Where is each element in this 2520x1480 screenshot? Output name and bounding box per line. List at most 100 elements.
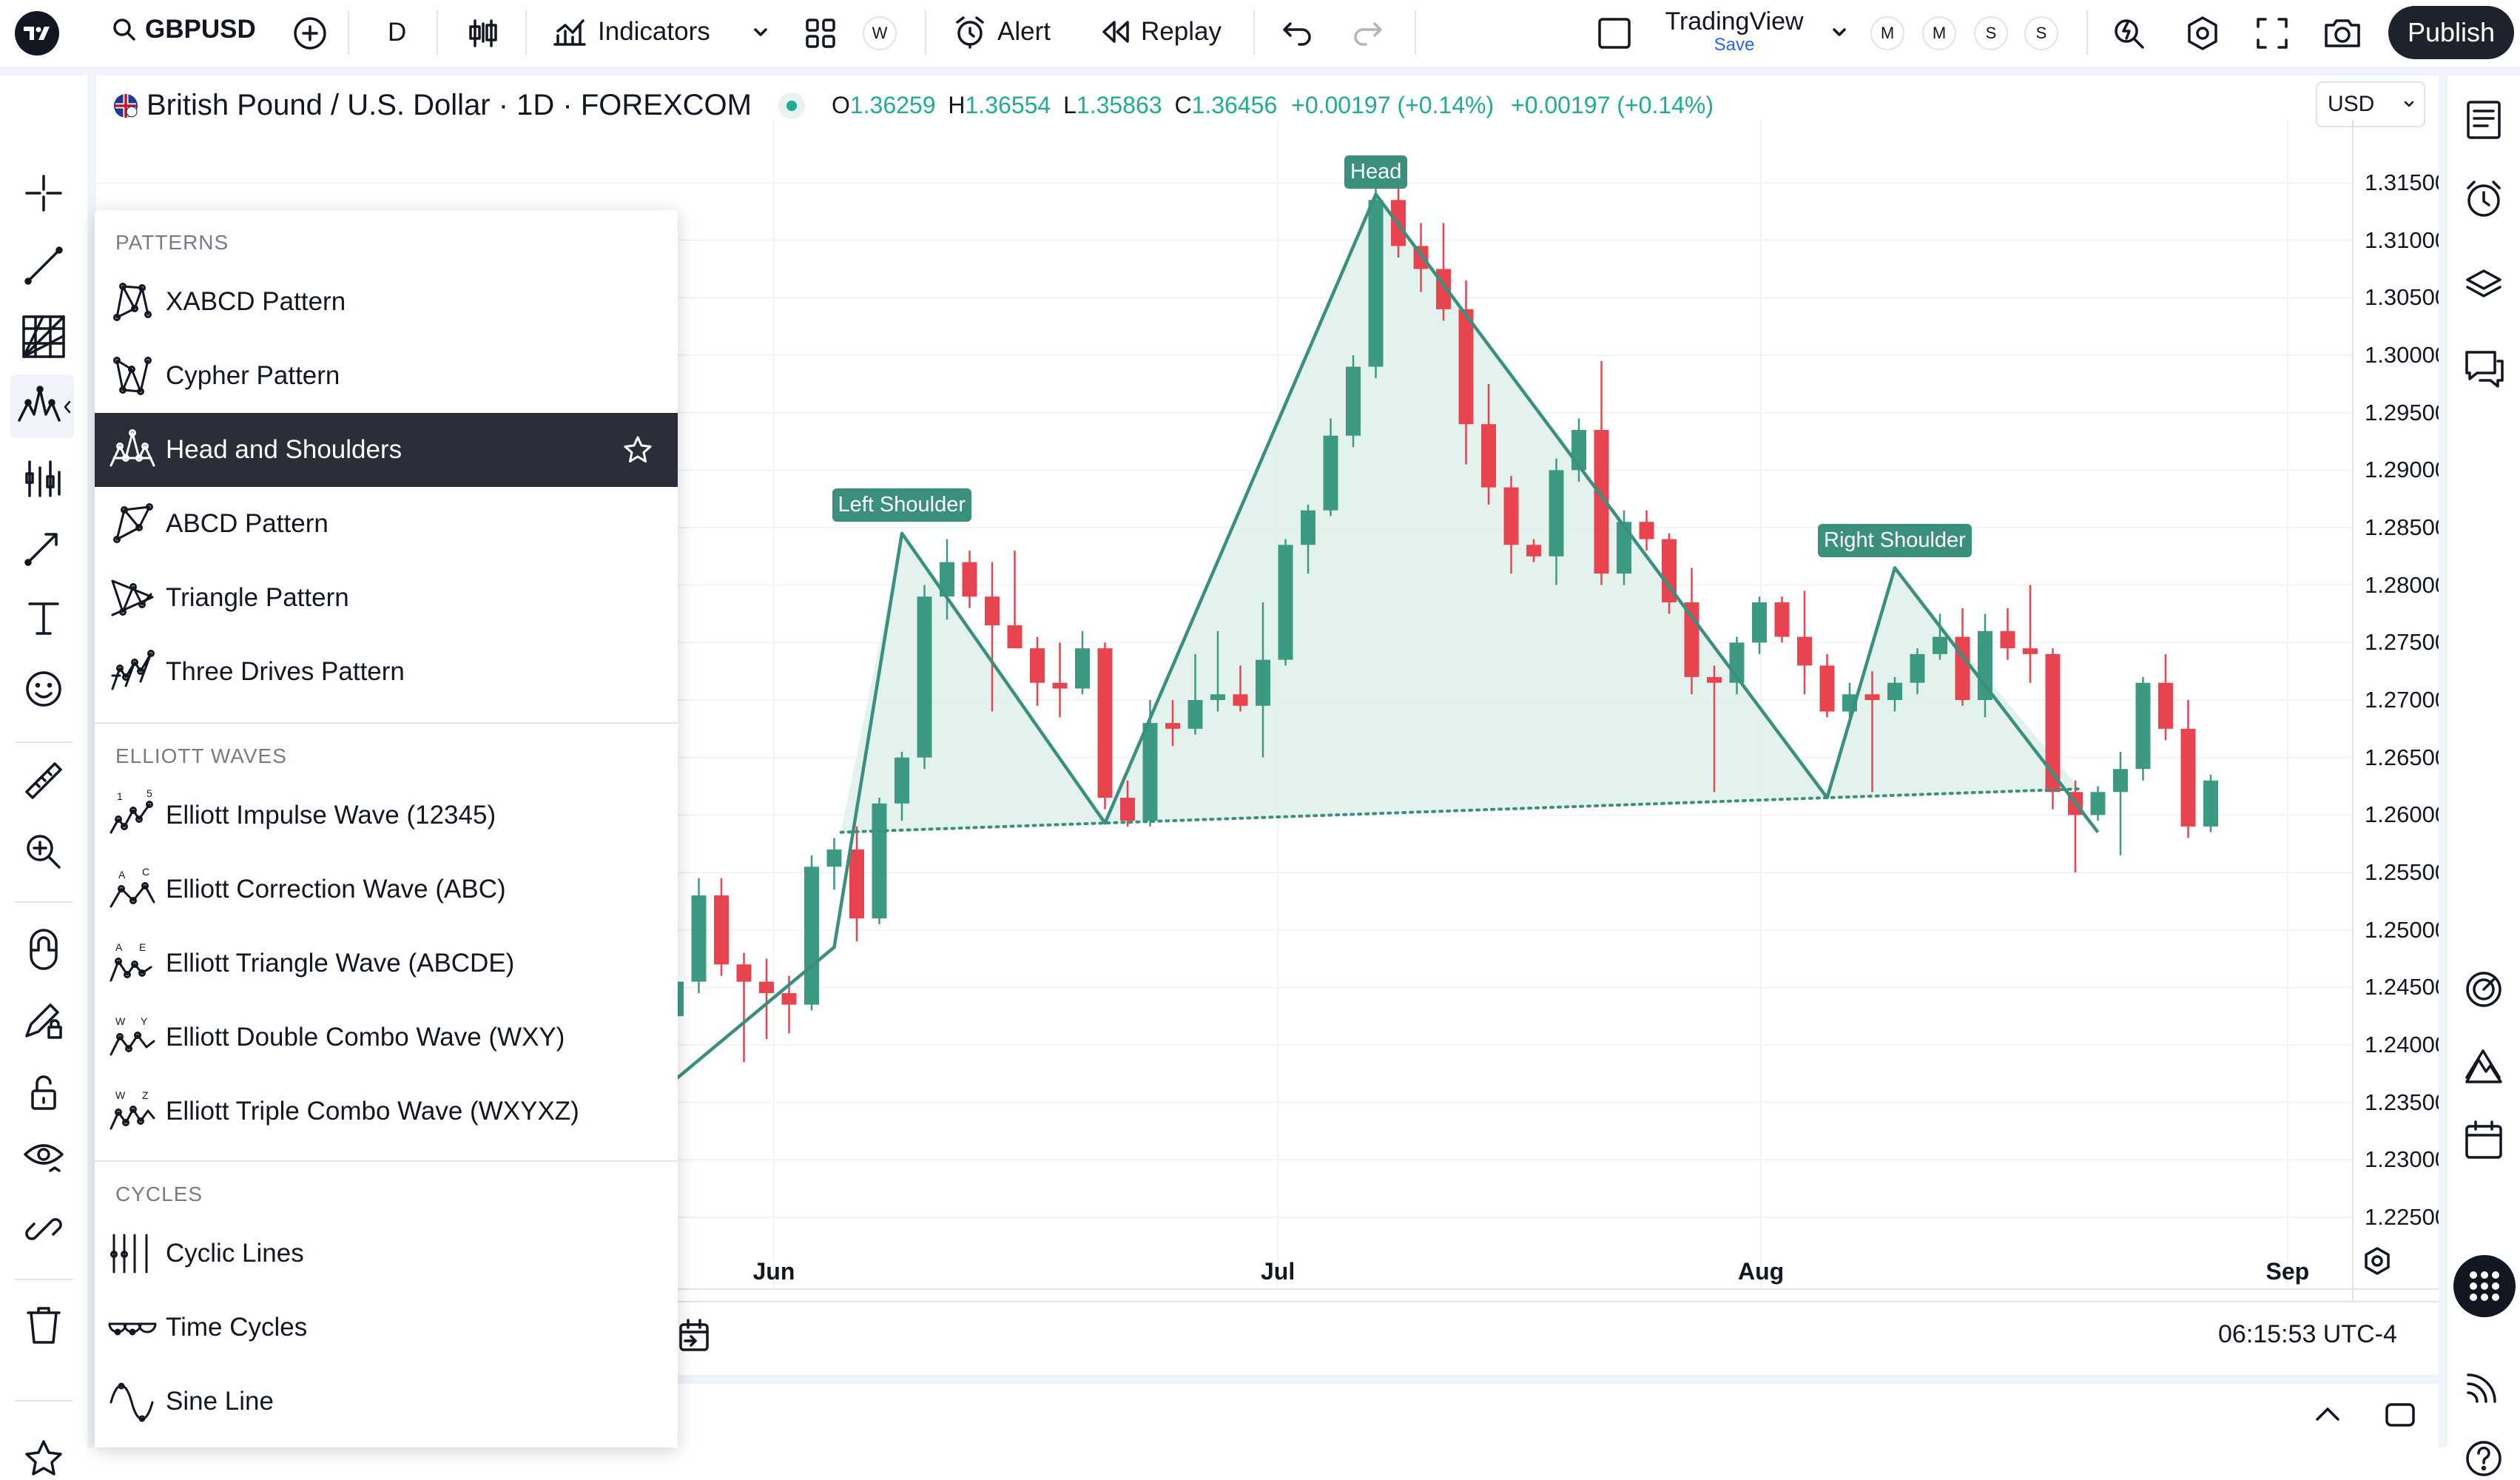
watchlist-icon[interactable] <box>2462 98 2505 141</box>
candle-body[interactable] <box>1165 723 1180 729</box>
candle-body[interactable] <box>1233 694 1248 706</box>
ideas-mountain-icon[interactable] <box>2462 1045 2505 1088</box>
clock-timezone[interactable]: 06:15:53 UTC-4 <box>2218 1320 2397 1348</box>
alert-button[interactable]: Alert <box>951 15 1051 49</box>
favorite-star-icon[interactable] <box>621 434 654 466</box>
candle-body[interactable] <box>1639 522 1654 539</box>
trend-line-icon[interactable] <box>22 244 65 287</box>
chat-icon[interactable] <box>2462 346 2505 389</box>
brush-arrow-icon[interactable] <box>22 525 65 568</box>
candle-body[interactable] <box>1503 487 1519 545</box>
candle-body[interactable] <box>895 757 909 804</box>
products-grid-icon[interactable] <box>2453 1255 2516 1317</box>
candle-body[interactable] <box>917 596 932 758</box>
candle-body[interactable] <box>1910 653 1925 683</box>
chevron-down-icon[interactable] <box>1830 25 1848 40</box>
goto-date-icon[interactable] <box>675 1317 712 1354</box>
candle-body[interactable] <box>1933 636 1947 654</box>
layout-grid-icon[interactable] <box>805 18 836 49</box>
text-tool-icon[interactable] <box>22 596 65 639</box>
layout-square-icon[interactable] <box>1597 16 1632 50</box>
signal-icon[interactable] <box>2462 1363 2505 1406</box>
interval-button[interactable]: D <box>388 18 407 47</box>
pencil-lock-icon[interactable] <box>22 999 65 1042</box>
badge-s[interactable]: S <box>1974 16 2008 50</box>
menu-item-triangle-pattern[interactable]: Triangle Pattern <box>95 561 678 635</box>
candle-body[interactable] <box>1752 602 1767 643</box>
camera-icon[interactable] <box>2323 16 2362 50</box>
candle-body[interactable] <box>1819 665 1835 712</box>
target-icon[interactable] <box>2462 968 2505 1011</box>
patterns-tool-active[interactable] <box>10 374 74 438</box>
axis-settings-icon[interactable] <box>2362 1246 2392 1276</box>
head-and-shoulders-outline[interactable] <box>584 192 2100 1156</box>
replay-button[interactable]: Replay <box>1098 15 1222 49</box>
layers-icon[interactable] <box>2462 265 2505 308</box>
unlock-icon[interactable] <box>22 1070 65 1113</box>
alerts-clock-icon[interactable] <box>2462 178 2505 221</box>
candle-body[interactable] <box>736 964 752 982</box>
badge-m[interactable]: M <box>1922 16 1956 50</box>
candle-body[interactable] <box>691 895 707 982</box>
candle-body[interactable] <box>1662 539 1677 602</box>
undo-icon[interactable] <box>1281 18 1314 47</box>
menu-item-cyclic-lines[interactable]: Cyclic Lines <box>95 1217 678 1291</box>
candle-body[interactable] <box>1097 648 1113 798</box>
candle-body[interactable] <box>2158 682 2173 729</box>
candle-body[interactable] <box>2023 648 2038 654</box>
candle-body[interactable] <box>1210 694 1225 700</box>
save-label[interactable]: Save <box>1714 35 1755 55</box>
candle-body[interactable] <box>1052 682 1068 689</box>
eye-icon[interactable] <box>22 1135 65 1178</box>
symbol-description[interactable]: British Pound / U.S. Dollar · 1D · FOREX… <box>146 89 752 121</box>
candle-body[interactable] <box>1256 659 1270 706</box>
candlestick-chart[interactable] <box>96 75 2439 1375</box>
menu-item-cypher-pattern[interactable]: Cypher Pattern <box>95 339 678 413</box>
currency-select[interactable]: USD <box>2316 81 2425 127</box>
tradingview-logo-icon[interactable] <box>15 11 59 56</box>
candles-type-icon[interactable] <box>466 16 500 50</box>
candle-body[interactable] <box>2203 780 2218 827</box>
candle-body[interactable] <box>1887 682 1902 700</box>
candle-body[interactable] <box>1075 648 1090 689</box>
candle-body[interactable] <box>962 562 977 597</box>
indicators-button[interactable]: Indicators <box>552 15 710 49</box>
candle-body[interactable] <box>1030 648 1045 683</box>
candle-body[interactable] <box>2180 728 2196 827</box>
candle-body[interactable] <box>1707 676 1722 683</box>
menu-item-three-drives-pattern[interactable]: Three Drives Pattern <box>95 635 678 709</box>
candle-body[interactable] <box>714 895 729 965</box>
candle-body[interactable] <box>1864 694 1880 700</box>
layout-save-group[interactable]: TradingView Save <box>1660 7 1808 56</box>
prediction-tools-icon[interactable] <box>22 457 65 500</box>
candle-body[interactable] <box>781 993 797 1005</box>
menu-item-time-cycles[interactable]: Time Cycles <box>95 1291 678 1365</box>
template-badge[interactable]: W <box>863 16 897 50</box>
candle-body[interactable] <box>1278 545 1293 660</box>
left-shoulder-label[interactable]: Left Shoulder <box>832 488 972 522</box>
candle-body[interactable] <box>2135 682 2151 770</box>
chevron-down-icon[interactable] <box>752 25 769 40</box>
candle-body[interactable] <box>1120 798 1135 821</box>
candle-body[interactable] <box>1142 723 1158 821</box>
market-open-indicator[interactable] <box>778 92 805 119</box>
candle-body[interactable] <box>1187 700 1203 729</box>
candle-body[interactable] <box>826 849 842 867</box>
candle-body[interactable] <box>2045 653 2061 793</box>
candle-body[interactable] <box>1549 470 1564 556</box>
symbol-search[interactable]: GBPUSD <box>110 15 256 44</box>
candle-body[interactable] <box>1955 636 1970 700</box>
candle-body[interactable] <box>1007 625 1023 649</box>
chevron-up-icon[interactable] <box>2311 1399 2344 1428</box>
trash-icon[interactable] <box>22 1304 65 1347</box>
candle-body[interactable] <box>1323 435 1338 511</box>
candle-body[interactable] <box>849 849 864 919</box>
neckline[interactable] <box>839 787 2082 834</box>
zoom-in-icon[interactable] <box>22 830 65 873</box>
candle-body[interactable] <box>1368 200 1384 367</box>
ruler-icon[interactable] <box>22 759 65 802</box>
